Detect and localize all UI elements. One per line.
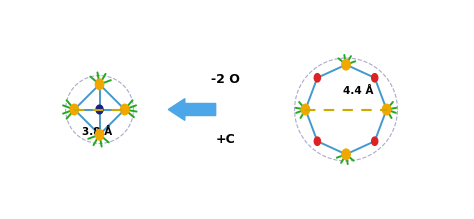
- Ellipse shape: [314, 137, 320, 145]
- Ellipse shape: [95, 129, 104, 140]
- Ellipse shape: [372, 74, 378, 82]
- Ellipse shape: [96, 105, 103, 114]
- Ellipse shape: [342, 149, 350, 160]
- Ellipse shape: [70, 104, 79, 115]
- Text: 4.4 Å: 4.4 Å: [343, 86, 373, 96]
- Ellipse shape: [342, 59, 350, 70]
- Ellipse shape: [383, 104, 391, 115]
- Ellipse shape: [120, 104, 129, 115]
- FancyArrow shape: [168, 99, 216, 120]
- Ellipse shape: [301, 104, 310, 115]
- Ellipse shape: [372, 137, 378, 145]
- Ellipse shape: [95, 79, 104, 90]
- Text: +C: +C: [215, 132, 235, 146]
- Text: 3.8 Å: 3.8 Å: [82, 127, 112, 137]
- Ellipse shape: [314, 74, 320, 82]
- Text: -2 O: -2 O: [211, 73, 239, 87]
